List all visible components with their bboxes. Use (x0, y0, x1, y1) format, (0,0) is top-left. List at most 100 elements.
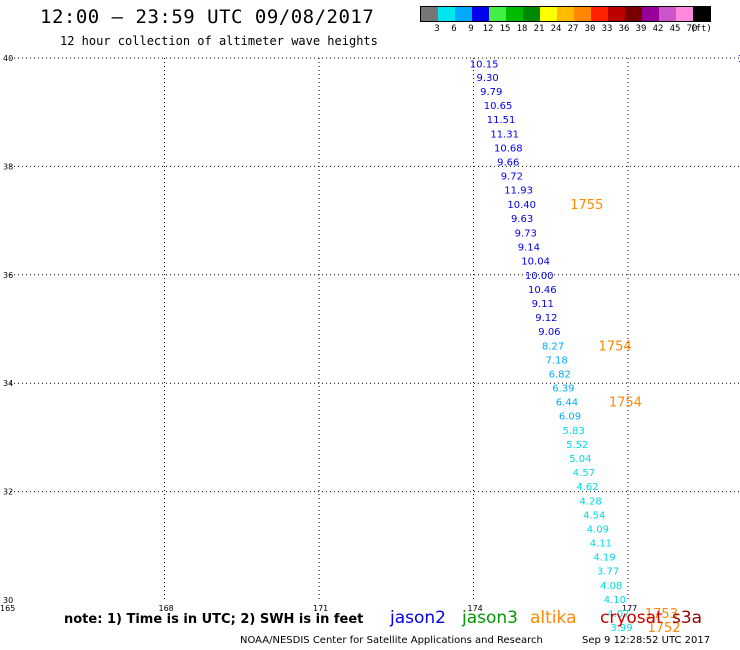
colorbar-swatch (625, 7, 642, 21)
wave-height-label: 4.57 (573, 468, 595, 479)
colorbar-swatch (557, 7, 574, 21)
colorbar-swatch (591, 7, 608, 21)
time-label: 1754 (599, 339, 632, 354)
wave-height-label: 3.99 (610, 623, 632, 634)
wave-height-label: 11.31 (490, 129, 519, 140)
colorbar-legend: 3 6 9 12 15 18 21 24 27 30 33 36 39 42 45 70 (ft) (420, 6, 712, 36)
colorbar-swatch (523, 7, 540, 21)
wave-height-label: 4.28 (579, 496, 601, 507)
wave-height-label: 3.77 (597, 567, 619, 578)
x-tick-label: 165 (0, 604, 15, 613)
wave-height-label: 4.07 (607, 609, 629, 620)
wave-height-label: 9.14 (518, 243, 540, 254)
footer-timestamp: Sep 9 12:28:52 UTC 2017 (582, 635, 711, 646)
colorbar-label: 12 (482, 24, 494, 34)
satellite-legend-jason2: jason2 (390, 608, 446, 628)
units-note: note: 1) Time is in UTC; 2) SWH is in fe… (64, 612, 364, 627)
colorbar-label: 6 (451, 24, 457, 34)
colorbar-swatch (574, 7, 591, 21)
wave-height-label: 9.79 (480, 87, 502, 98)
satellite-legend-cryosat: cryosat (600, 608, 663, 628)
colorbar-swatch (472, 7, 489, 21)
colorbar-swatch (438, 7, 455, 21)
wave-height-label: 5.04 (569, 454, 591, 465)
colorbar-label: 30 (584, 24, 596, 34)
wave-height-label: 4.09 (587, 524, 609, 535)
wave-height-label: 11.51 (487, 115, 516, 126)
colorbar-swatch (642, 7, 659, 21)
wave-height-label: 4.54 (583, 510, 605, 521)
colorbar-label: 24 (550, 24, 562, 34)
wave-height-label: 4.08 (600, 581, 622, 592)
y-tick-label: 40 (3, 54, 13, 63)
wave-height-label: 4.10 (604, 595, 626, 606)
colorbar-label: 42 (652, 24, 664, 34)
wave-height-label: 4.62 (576, 482, 598, 493)
wave-height-label: 9.66 (497, 158, 519, 169)
wave-height-label: 4.11 (590, 539, 612, 550)
time-label: 1752 (647, 621, 680, 636)
colorbar-label: 15 (499, 24, 511, 34)
y-tick-label: 34 (3, 379, 13, 388)
colorbar-swatch (421, 7, 438, 21)
wave-height-label: 9.63 (511, 214, 533, 225)
x-tick-label: 174 (468, 604, 483, 613)
colorbar-label: 36 (618, 24, 630, 34)
wave-height-label: 6.44 (556, 398, 578, 409)
chart-title: 12:00 – 23:59 UTC 09/08/2017 (40, 6, 375, 28)
wave-height-label: 10.04 (521, 257, 550, 268)
wave-height-label: 9.12 (535, 313, 557, 324)
wave-height-label: 10.68 (494, 143, 523, 154)
wave-height-label: 4.19 (593, 553, 615, 564)
colorbar-swatch (608, 7, 625, 21)
wave-height-label: 9.72 (501, 172, 523, 183)
colorbar-label: (ft) (690, 24, 712, 34)
wave-height-label: 11.93 (504, 186, 533, 197)
y-tick-label: 30 (3, 596, 13, 605)
colorbar-swatch (659, 7, 676, 21)
wave-height-label: 6.39 (552, 384, 574, 395)
satellite-legend-s3a: s3a (672, 608, 703, 628)
x-tick-label: 177 (622, 604, 637, 613)
time-label: 1754 (609, 396, 642, 411)
wave-height-label: 10.46 (528, 285, 557, 296)
wave-height-label: 6.09 (559, 412, 581, 423)
time-label: 1753 (645, 607, 678, 622)
colorbar-swatch (455, 7, 472, 21)
colorbar-swatch (676, 7, 693, 21)
colorbar-label: 3 (434, 24, 440, 34)
colorbar-label: 33 (601, 24, 613, 34)
satellite-legend-altika: altika (530, 608, 577, 628)
colorbar-label: 45 (669, 24, 681, 34)
footer-credit: NOAA/NESDIS Center for Satellite Applica… (240, 635, 543, 646)
wave-height-label: 9.73 (515, 229, 537, 240)
colorbar-label: 9 (468, 24, 474, 34)
wave-height-label: 5.83 (563, 426, 585, 437)
wave-height-label: 6.82 (549, 369, 571, 380)
wave-height-label: 10.00 (525, 271, 554, 282)
time-label: 1755 (570, 198, 603, 213)
colorbar-swatch (489, 7, 506, 21)
wave-height-label: 10.65 (484, 101, 513, 112)
wave-height-label: 10.15 (470, 59, 499, 70)
colorbar-label: 21 (533, 24, 545, 34)
x-tick-label: 168 (159, 604, 174, 613)
y-tick-label: 36 (3, 271, 13, 280)
y-tick-label: 38 (3, 162, 13, 171)
colorbar-swatch (540, 7, 557, 21)
colorbar-label: 70 (686, 24, 698, 34)
colorbar-swatches (420, 6, 711, 22)
colorbar-labels: 3 6 9 12 15 18 21 24 27 30 33 36 39 42 45 70 (ft) (420, 22, 712, 36)
satellite-legend-jason3: jason3 (462, 608, 518, 628)
chart-subtitle: 12 hour collection of altimeter wave hei… (60, 34, 378, 48)
wave-height-label: 9.06 (538, 327, 560, 338)
wave-height-label: 11.45 (738, 54, 740, 65)
x-tick-label: 171 (313, 604, 328, 613)
y-tick-label: 32 (3, 488, 13, 497)
wave-height-label: 10.40 (507, 200, 536, 211)
colorbar-swatch (506, 7, 523, 21)
wave-height-label: 8.27 (542, 341, 564, 352)
wave-height-label: 9.30 (476, 73, 498, 84)
